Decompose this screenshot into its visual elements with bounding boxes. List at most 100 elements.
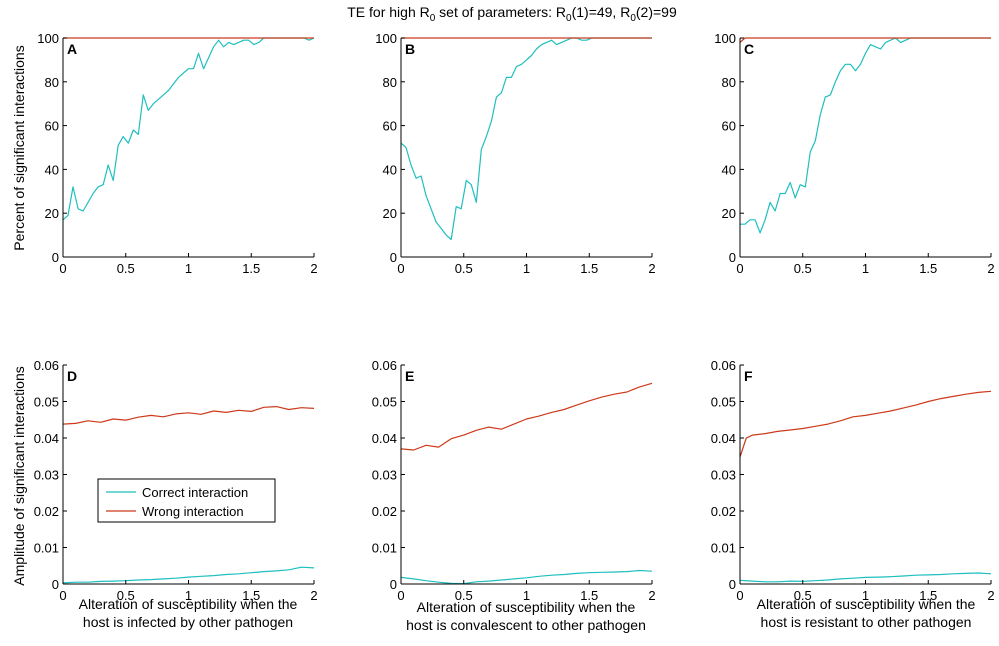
x-tick-label: 1 <box>862 588 869 603</box>
x-tick-label: 0 <box>397 261 404 276</box>
y-tick-label: 0.04 <box>34 431 59 446</box>
x-tick-label: 0.5 <box>794 588 812 603</box>
x-tick-label: 0 <box>736 261 743 276</box>
x-axis-label-col3-line1: Alteration of susceptibility when the <box>757 596 976 612</box>
y-tick-label: 60 <box>722 119 736 134</box>
panel-d: 0 0.5 1 1.5 2 0 0.01 0.02 0.03 0.04 0.05 0.06 D <box>34 358 318 603</box>
x-axis-label-col1-line1: Alteration of susceptibility when the <box>79 596 298 612</box>
y-tick-label: 60 <box>383 119 397 134</box>
y-tick-label: 100 <box>714 31 736 46</box>
panel-label-d: D <box>67 368 77 384</box>
y-tick-label: 0.05 <box>372 395 397 410</box>
y-tick-label: 60 <box>45 119 59 134</box>
y-tick-label: 0.04 <box>711 431 736 446</box>
x-tick-label: 1.5 <box>580 261 598 276</box>
x-tick-label: 2 <box>987 261 994 276</box>
y-tick-label: 0 <box>52 250 59 265</box>
x-tick-label: 2 <box>648 588 655 603</box>
panel-label-f: F <box>744 368 753 384</box>
y-tick-label: 20 <box>722 206 736 221</box>
y-tick-label: 0.03 <box>711 468 736 483</box>
y-tick-label: 80 <box>45 75 59 90</box>
y-tick-label: 0.02 <box>372 504 397 519</box>
x-tick-label: 1 <box>185 261 192 276</box>
x-tick-label: 1 <box>523 588 530 603</box>
legend-label-correct: Correct interaction <box>142 485 248 500</box>
x-tick-label: 0 <box>59 588 66 603</box>
y-tick-label: 40 <box>722 162 736 177</box>
panel-label-a: A <box>67 41 77 57</box>
panel-label-c: C <box>744 41 754 57</box>
y-tick-label: 0.04 <box>372 431 397 446</box>
x-tick-label: 0 <box>397 588 404 603</box>
series-correct-f <box>739 572 992 583</box>
y-tick-label: 0.05 <box>711 395 736 410</box>
y-tick-label: 0 <box>729 250 736 265</box>
x-tick-label: 1.5 <box>242 588 260 603</box>
x-axis-label-col3-line2: host is resistant to other pathogen <box>761 614 972 630</box>
panel-label-b: B <box>405 41 415 57</box>
x-tick-label: 2 <box>310 588 317 603</box>
series-correct-b <box>400 37 652 241</box>
y-axis-label-row2: Amplitude of significant interactions <box>11 366 27 585</box>
y-tick-label: 0.02 <box>34 504 59 519</box>
x-axis-label-col1-line2: host is infected by other pathogen <box>83 614 293 630</box>
y-tick-label: 100 <box>37 31 59 46</box>
y-tick-label: 40 <box>45 162 59 177</box>
y-tick-label: 0 <box>729 577 736 592</box>
y-tick-label: 0.03 <box>372 468 397 483</box>
x-tick-label: 1.5 <box>919 261 937 276</box>
series-wrong-e <box>400 382 653 451</box>
y-tick-label: 0.01 <box>34 541 59 556</box>
series-correct-c <box>740 37 991 234</box>
x-tick-label: 0.5 <box>455 261 473 276</box>
panel-f: 0 0.5 1 1.5 2 0 0.01 0.02 0.03 0.04 0.05 0.06 F <box>711 358 995 603</box>
y-tick-label: 0.06 <box>711 358 736 373</box>
figure-title: TE for high R0 set of parameters: R0(1)=… <box>347 4 677 24</box>
y-axis-label-row1: Percent of significant interactions <box>11 45 27 250</box>
y-tick-label: 0.05 <box>34 395 59 410</box>
x-tick-label: 1 <box>523 261 530 276</box>
y-tick-label: 0 <box>390 250 397 265</box>
panel-e: 0 0.5 1 1.5 2 0 0.01 0.02 0.03 0.04 0.05 0.06 E <box>372 358 656 603</box>
x-tick-label: 1 <box>185 588 192 603</box>
series-wrong-c <box>739 37 991 43</box>
y-tick-label: 0.01 <box>372 541 397 556</box>
y-tick-label: 0.06 <box>34 358 59 373</box>
x-tick-label: 1.5 <box>580 588 598 603</box>
legend: Correct interaction Wrong interaction <box>97 478 276 523</box>
series-wrong-d <box>62 406 315 425</box>
x-tick-label: 0.5 <box>117 588 135 603</box>
x-tick-label: 1 <box>862 261 869 276</box>
series-wrong-f <box>739 390 992 458</box>
x-tick-label: 2 <box>987 588 994 603</box>
series-correct-a <box>62 37 315 221</box>
x-tick-label: 1.5 <box>919 588 937 603</box>
y-tick-label: 0 <box>390 577 397 592</box>
series-correct-d <box>62 566 315 584</box>
series-correct-e <box>400 569 653 585</box>
x-tick-label: 0.5 <box>794 261 812 276</box>
legend-box <box>97 478 276 523</box>
y-tick-label: 80 <box>383 75 397 90</box>
y-tick-label: 40 <box>383 162 397 177</box>
x-axis-label-col2-line2: host is convalescent to other pathogen <box>406 617 646 633</box>
y-tick-label: 0.03 <box>34 468 59 483</box>
x-tick-label: 0 <box>59 261 66 276</box>
y-tick-label: 80 <box>722 75 736 90</box>
y-tick-label: 100 <box>375 31 397 46</box>
y-tick-label: 0.01 <box>711 541 736 556</box>
legend-label-wrong: Wrong interaction <box>142 504 244 519</box>
x-tick-label: 1.5 <box>242 261 260 276</box>
y-tick-label: 0 <box>52 577 59 592</box>
x-axis-label-col2-line1: Alteration of susceptibility when the <box>417 599 636 615</box>
y-tick-label: 0.06 <box>372 358 397 373</box>
x-tick-label: 0.5 <box>117 261 135 276</box>
x-tick-label: 2 <box>648 261 655 276</box>
y-tick-label: 0.02 <box>711 504 736 519</box>
